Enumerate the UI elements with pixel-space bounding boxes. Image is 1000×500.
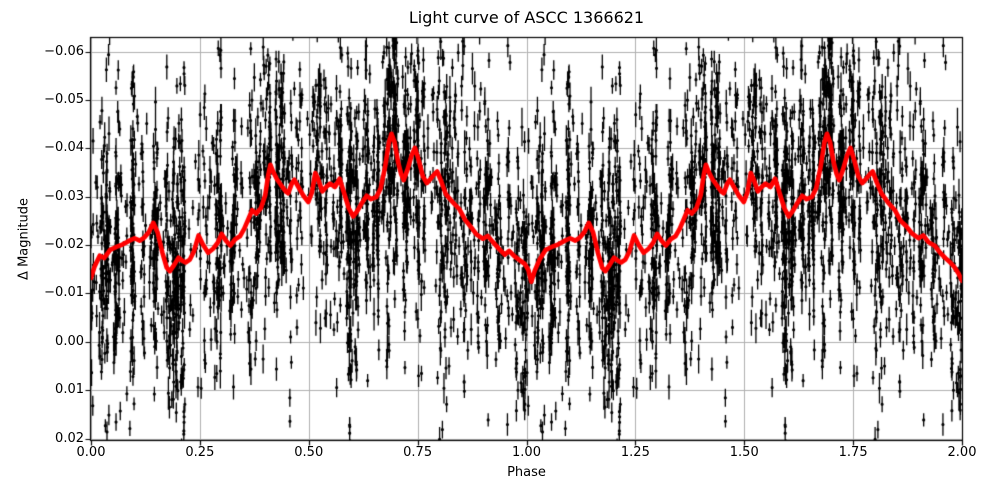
y-tick-label: −0.01 [44, 285, 84, 301]
x-tick-label: 0.75 [403, 445, 433, 460]
x-tick-label: 1.75 [838, 445, 868, 460]
y-tick-label: −0.03 [44, 188, 84, 204]
x-tick-label: 1.50 [729, 445, 759, 460]
x-tick-label: 2.00 [947, 445, 977, 460]
x-tick-label: 1.00 [512, 445, 541, 460]
y-tick-label: −0.04 [44, 140, 84, 156]
x-tick-label: 0.00 [76, 445, 106, 460]
chart-title: Light curve of ASCC 1366621 [408, 8, 645, 27]
y-tick-label: 0.02 [55, 430, 84, 446]
y-tick-label: 0.00 [55, 333, 84, 349]
x-tick-label: 0.25 [185, 445, 215, 460]
y-tick-label: 0.01 [55, 382, 84, 398]
x-tick-label: 1.25 [620, 445, 650, 460]
y-tick-label: −0.05 [44, 91, 84, 107]
x-tick-label: 0.50 [294, 445, 324, 460]
y-tick-label: −0.06 [44, 43, 84, 59]
y-tick-label: −0.02 [44, 237, 84, 253]
x-axis-label: Phase [507, 465, 546, 480]
